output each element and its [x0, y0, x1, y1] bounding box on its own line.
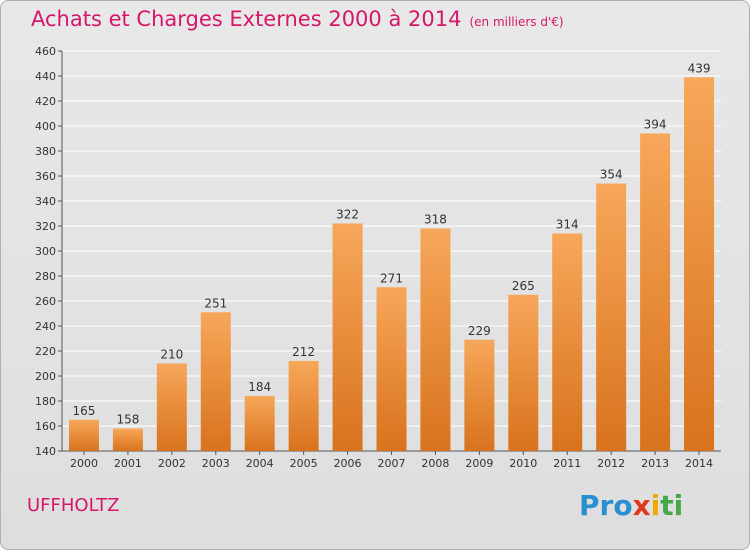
x-tick-label: 2003 [202, 457, 230, 470]
logo-letter: P [579, 489, 600, 522]
bar-value-label: 229 [468, 324, 491, 338]
y-tick-labels: 140 160 180 200 220 240 260 280 300 320 340 360 380 4… [35, 45, 56, 458]
bar-value-label: 439 [688, 61, 711, 75]
bar [508, 294, 539, 451]
bar [244, 396, 275, 451]
bar-value-label: 394 [644, 118, 667, 132]
bar-value-label: 165 [73, 404, 96, 418]
bar-value-label: 354 [600, 168, 623, 182]
bar-value-label: 212 [292, 345, 315, 359]
logo-letter: t [660, 489, 674, 522]
x-tick-label: 2014 [685, 457, 713, 470]
y-tick-label: 220 [35, 345, 56, 358]
bar-value-label: 184 [248, 380, 271, 394]
x-tick-label: 2012 [597, 457, 625, 470]
bar [112, 428, 143, 451]
x-tick-label: 2001 [114, 457, 142, 470]
y-tick-label: 460 [35, 45, 56, 58]
bars [68, 77, 715, 451]
chart-title-text: Achats et Charges Externes 2000 à 2014 [31, 7, 462, 31]
bar-value-label: 158 [116, 413, 139, 427]
x-tick-label: 2005 [290, 457, 318, 470]
y-tick-label: 240 [35, 320, 56, 333]
y-tick-label: 140 [35, 445, 56, 458]
proxiti-logo: Proxiti [579, 489, 683, 522]
bar [156, 363, 187, 451]
x-tick-labels: 2000 2001 2002 2003 2004 2005 2006 2007 2008 2009… [70, 457, 713, 470]
bar-value-label: 210 [160, 348, 183, 362]
x-tick-label: 2000 [70, 457, 98, 470]
bar [596, 183, 627, 451]
bar [332, 223, 363, 451]
y-tick-label: 380 [35, 145, 56, 158]
x-tick-label: 2007 [378, 457, 406, 470]
y-tick-label: 440 [35, 70, 56, 83]
y-tick-label: 360 [35, 170, 56, 183]
x-tick-label: 2004 [246, 457, 274, 470]
chart-title: Achats et Charges Externes 2000 à 2014 (e… [31, 7, 564, 31]
y-tick-label: 340 [35, 195, 56, 208]
logo-letter: o [613, 489, 633, 522]
logo-letter: i [650, 489, 661, 522]
x-tick-label: 2011 [553, 457, 581, 470]
y-tick-label: 280 [35, 270, 56, 283]
y-tick-label: 180 [35, 395, 56, 408]
y-tick-label: 200 [35, 370, 56, 383]
city-name: UFFHOLTZ [27, 495, 120, 516]
y-tick-label: 160 [35, 420, 56, 433]
y-tick-label: 300 [35, 245, 56, 258]
bar [464, 339, 495, 451]
logo-letter: r [599, 489, 614, 522]
bar-value-label: 265 [512, 279, 535, 293]
logo-letter: i [673, 489, 684, 522]
chart-subtitle: (en milliers d'€) [469, 15, 564, 29]
x-tick-label: 2010 [509, 457, 537, 470]
x-tick-label: 2013 [641, 457, 669, 470]
bar [640, 133, 671, 451]
logo-letter: x [632, 489, 651, 522]
x-tick-label: 2002 [158, 457, 186, 470]
y-tick-label: 420 [35, 95, 56, 108]
bar [420, 228, 451, 451]
bar-value-label: 314 [556, 218, 579, 232]
bar-value-label: 251 [204, 296, 227, 310]
bar [552, 233, 583, 451]
y-tick-label: 320 [35, 220, 56, 233]
bar [376, 287, 407, 451]
bar [288, 361, 319, 451]
data-labels: 165 158 210 251 184 212 322 271 318 229 265 314 354 3… [73, 61, 711, 426]
bar [200, 312, 231, 451]
bar [68, 419, 99, 451]
x-tick-label: 2009 [465, 457, 493, 470]
bar [684, 77, 715, 451]
bar-value-label: 318 [424, 213, 447, 227]
x-tick-label: 2008 [421, 457, 449, 470]
bar-value-label: 271 [380, 271, 403, 285]
bar-value-label: 322 [336, 208, 359, 222]
y-tick-label: 260 [35, 295, 56, 308]
x-tick-label: 2006 [334, 457, 362, 470]
y-tick-label: 400 [35, 120, 56, 133]
